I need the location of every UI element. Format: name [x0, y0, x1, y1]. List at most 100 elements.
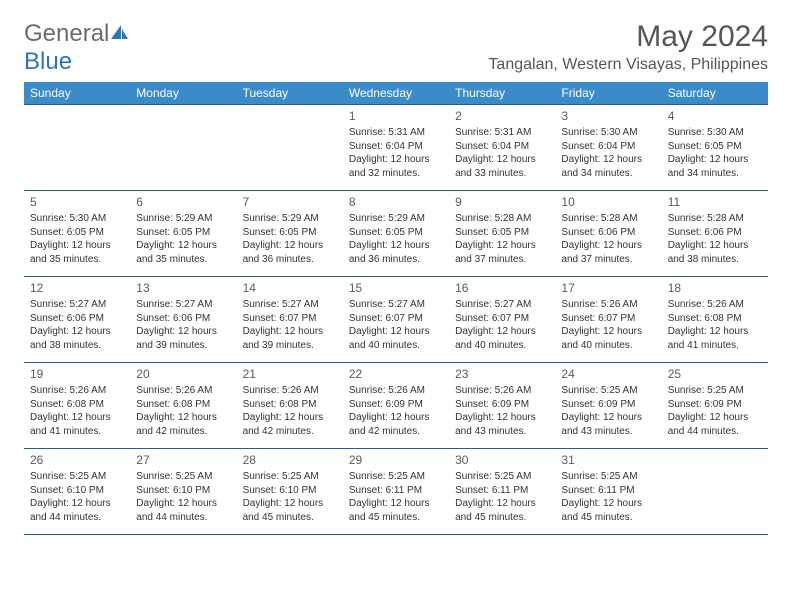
- day-number: 27: [136, 452, 230, 468]
- calendar-week-row: 19Sunrise: 5:26 AMSunset: 6:08 PMDayligh…: [24, 363, 768, 449]
- day-number: 23: [455, 366, 549, 382]
- day-number: 9: [455, 194, 549, 210]
- calendar-day-cell: 30Sunrise: 5:25 AMSunset: 6:11 PMDayligh…: [449, 449, 555, 535]
- sunrise-text: Sunrise: 5:26 AM: [561, 298, 655, 312]
- sunrise-text: Sunrise: 5:25 AM: [455, 470, 549, 484]
- logo-text-blue: Blue: [24, 48, 72, 75]
- day-info: Sunrise: 5:27 AMSunset: 6:06 PMDaylight:…: [136, 298, 230, 352]
- sunset-text: Sunset: 6:06 PM: [561, 226, 655, 240]
- logo-text-gray: General: [24, 20, 109, 47]
- daylight-text: Daylight: 12 hours and 44 minutes.: [30, 497, 124, 524]
- day-number: 31: [561, 452, 655, 468]
- sunrise-text: Sunrise: 5:28 AM: [561, 212, 655, 226]
- location-text: Tangalan, Western Visayas, Philippines: [488, 56, 768, 74]
- sunset-text: Sunset: 6:05 PM: [349, 226, 443, 240]
- calendar-day-cell: 13Sunrise: 5:27 AMSunset: 6:06 PMDayligh…: [130, 277, 236, 363]
- sunrise-text: Sunrise: 5:25 AM: [668, 384, 762, 398]
- sunrise-text: Sunrise: 5:30 AM: [30, 212, 124, 226]
- day-number: 7: [243, 194, 337, 210]
- daylight-text: Daylight: 12 hours and 39 minutes.: [243, 325, 337, 352]
- day-number: 19: [30, 366, 124, 382]
- daylight-text: Daylight: 12 hours and 45 minutes.: [243, 497, 337, 524]
- day-number: 11: [668, 194, 762, 210]
- sunrise-text: Sunrise: 5:26 AM: [243, 384, 337, 398]
- daylight-text: Daylight: 12 hours and 36 minutes.: [349, 239, 443, 266]
- sunrise-text: Sunrise: 5:29 AM: [349, 212, 443, 226]
- sunset-text: Sunset: 6:04 PM: [455, 140, 549, 154]
- sunrise-text: Sunrise: 5:31 AM: [349, 126, 443, 140]
- sunrise-text: Sunrise: 5:27 AM: [243, 298, 337, 312]
- day-info: Sunrise: 5:27 AMSunset: 6:07 PMDaylight:…: [349, 298, 443, 352]
- sunset-text: Sunset: 6:06 PM: [136, 312, 230, 326]
- day-number: 22: [349, 366, 443, 382]
- calendar-body: 1Sunrise: 5:31 AMSunset: 6:04 PMDaylight…: [24, 105, 768, 535]
- calendar-day-cell: 21Sunrise: 5:26 AMSunset: 6:08 PMDayligh…: [237, 363, 343, 449]
- calendar-day-cell: 14Sunrise: 5:27 AMSunset: 6:07 PMDayligh…: [237, 277, 343, 363]
- daylight-text: Daylight: 12 hours and 39 minutes.: [136, 325, 230, 352]
- calendar-day-cell: [24, 105, 130, 191]
- day-info: Sunrise: 5:29 AMSunset: 6:05 PMDaylight:…: [349, 212, 443, 266]
- day-info: Sunrise: 5:26 AMSunset: 6:07 PMDaylight:…: [561, 298, 655, 352]
- day-number: 24: [561, 366, 655, 382]
- daylight-text: Daylight: 12 hours and 43 minutes.: [561, 411, 655, 438]
- sunset-text: Sunset: 6:08 PM: [668, 312, 762, 326]
- day-number: 29: [349, 452, 443, 468]
- sunset-text: Sunset: 6:08 PM: [30, 398, 124, 412]
- daylight-text: Daylight: 12 hours and 45 minutes.: [455, 497, 549, 524]
- day-number: 2: [455, 108, 549, 124]
- calendar-week-row: 12Sunrise: 5:27 AMSunset: 6:06 PMDayligh…: [24, 277, 768, 363]
- daylight-text: Daylight: 12 hours and 38 minutes.: [668, 239, 762, 266]
- calendar-header-row: Sunday Monday Tuesday Wednesday Thursday…: [24, 82, 768, 105]
- day-info: Sunrise: 5:30 AMSunset: 6:05 PMDaylight:…: [30, 212, 124, 266]
- daylight-text: Daylight: 12 hours and 42 minutes.: [136, 411, 230, 438]
- calendar-day-cell: 6Sunrise: 5:29 AMSunset: 6:05 PMDaylight…: [130, 191, 236, 277]
- daylight-text: Daylight: 12 hours and 34 minutes.: [668, 153, 762, 180]
- calendar-table: Sunday Monday Tuesday Wednesday Thursday…: [24, 82, 768, 535]
- day-number: 8: [349, 194, 443, 210]
- daylight-text: Daylight: 12 hours and 40 minutes.: [561, 325, 655, 352]
- sunset-text: Sunset: 6:05 PM: [455, 226, 549, 240]
- calendar-day-cell: 7Sunrise: 5:29 AMSunset: 6:05 PMDaylight…: [237, 191, 343, 277]
- sunrise-text: Sunrise: 5:31 AM: [455, 126, 549, 140]
- sunset-text: Sunset: 6:07 PM: [561, 312, 655, 326]
- day-number: 14: [243, 280, 337, 296]
- sunrise-text: Sunrise: 5:29 AM: [243, 212, 337, 226]
- day-number: 26: [30, 452, 124, 468]
- calendar-day-cell: 15Sunrise: 5:27 AMSunset: 6:07 PMDayligh…: [343, 277, 449, 363]
- daylight-text: Daylight: 12 hours and 44 minutes.: [668, 411, 762, 438]
- col-friday: Friday: [555, 82, 661, 105]
- daylight-text: Daylight: 12 hours and 33 minutes.: [455, 153, 549, 180]
- sunrise-text: Sunrise: 5:26 AM: [30, 384, 124, 398]
- daylight-text: Daylight: 12 hours and 35 minutes.: [30, 239, 124, 266]
- daylight-text: Daylight: 12 hours and 42 minutes.: [349, 411, 443, 438]
- day-info: Sunrise: 5:31 AMSunset: 6:04 PMDaylight:…: [455, 126, 549, 180]
- day-info: Sunrise: 5:30 AMSunset: 6:05 PMDaylight:…: [668, 126, 762, 180]
- sunrise-text: Sunrise: 5:28 AM: [455, 212, 549, 226]
- day-info: Sunrise: 5:26 AMSunset: 6:08 PMDaylight:…: [136, 384, 230, 438]
- col-tuesday: Tuesday: [237, 82, 343, 105]
- day-info: Sunrise: 5:26 AMSunset: 6:08 PMDaylight:…: [243, 384, 337, 438]
- sunrise-text: Sunrise: 5:30 AM: [668, 126, 762, 140]
- col-monday: Monday: [130, 82, 236, 105]
- day-number: 3: [561, 108, 655, 124]
- day-info: Sunrise: 5:28 AMSunset: 6:06 PMDaylight:…: [668, 212, 762, 266]
- calendar-day-cell: 3Sunrise: 5:30 AMSunset: 6:04 PMDaylight…: [555, 105, 661, 191]
- day-number: 10: [561, 194, 655, 210]
- daylight-text: Daylight: 12 hours and 44 minutes.: [136, 497, 230, 524]
- day-number: 18: [668, 280, 762, 296]
- sunrise-text: Sunrise: 5:25 AM: [349, 470, 443, 484]
- sunset-text: Sunset: 6:11 PM: [561, 484, 655, 498]
- sunset-text: Sunset: 6:08 PM: [136, 398, 230, 412]
- sunrise-text: Sunrise: 5:26 AM: [668, 298, 762, 312]
- sunset-text: Sunset: 6:10 PM: [136, 484, 230, 498]
- calendar-day-cell: 19Sunrise: 5:26 AMSunset: 6:08 PMDayligh…: [24, 363, 130, 449]
- title-block: May 2024 Tangalan, Western Visayas, Phil…: [488, 20, 768, 74]
- sunrise-text: Sunrise: 5:29 AM: [136, 212, 230, 226]
- header: GeneralBlue May 2024 Tangalan, Western V…: [24, 20, 768, 76]
- calendar-week-row: 26Sunrise: 5:25 AMSunset: 6:10 PMDayligh…: [24, 449, 768, 535]
- sunrise-text: Sunrise: 5:25 AM: [136, 470, 230, 484]
- sunrise-text: Sunrise: 5:25 AM: [243, 470, 337, 484]
- sunset-text: Sunset: 6:05 PM: [30, 226, 124, 240]
- calendar-day-cell: [237, 105, 343, 191]
- calendar-day-cell: 22Sunrise: 5:26 AMSunset: 6:09 PMDayligh…: [343, 363, 449, 449]
